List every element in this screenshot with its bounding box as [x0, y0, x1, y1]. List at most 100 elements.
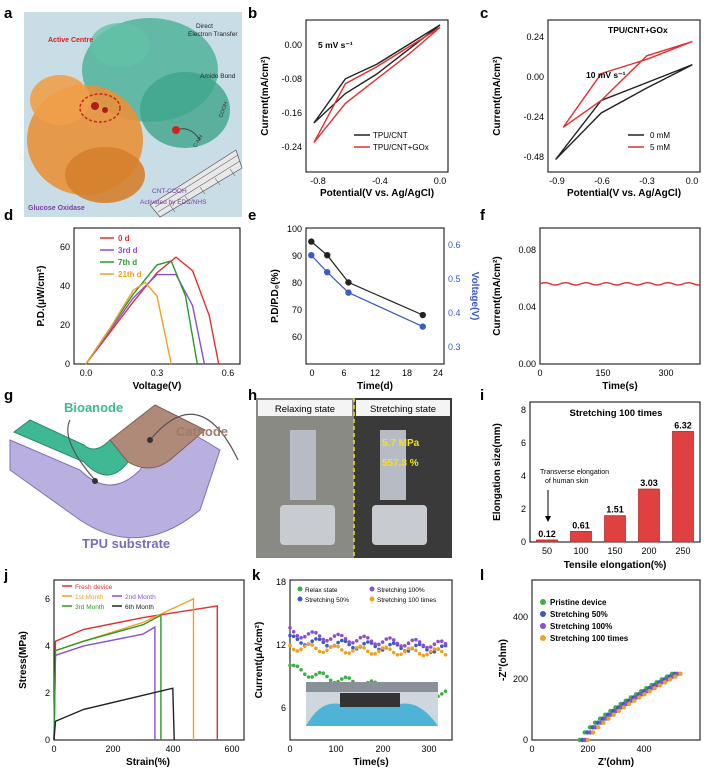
- panel-h: h Relaxing state Stretching state 5.7 MP…: [248, 387, 452, 558]
- x-axis-label-f: Time(s): [602, 381, 637, 392]
- data-point-k-1-6: [306, 675, 311, 679]
- data-point-k-3-33: [406, 641, 411, 645]
- data-point-k-1-9: [317, 670, 322, 675]
- x-tick-k-1: 0: [287, 744, 292, 754]
- data-point-k-2-18: [351, 645, 355, 650]
- data-point-k-4-6: [306, 642, 311, 647]
- data-point-l-4-14: [652, 686, 657, 691]
- tensile-clamp-right: [380, 430, 406, 500]
- data-point-k-2-42: [440, 644, 444, 648]
- label-cathode: Cathode: [176, 424, 228, 439]
- panel-letter-b: b: [248, 5, 257, 22]
- y-tick-d-1: 0: [65, 359, 70, 369]
- panel-letter-j: j: [3, 567, 8, 584]
- inset-gloves: [306, 703, 438, 726]
- y-tick-e-2: 70: [292, 305, 302, 315]
- x-axis-label-b: Potential(V vs. Ag/AgCl): [320, 188, 434, 199]
- data-point-k-2-28: [388, 642, 392, 647]
- bar-value-label-100: 0.61: [572, 520, 590, 530]
- legend-item-d-1: 0 d: [118, 234, 130, 243]
- data-point-k-3-37: [421, 643, 426, 648]
- data-point-l-4-10: [632, 698, 637, 703]
- data-point-e-2-2: [324, 269, 331, 276]
- x-axis-label-l: Z'(ohm): [598, 757, 634, 768]
- plot-frame-c: [547, 19, 701, 173]
- data-point-k-1-3: [295, 664, 300, 669]
- data-point-k-3-21: [362, 634, 366, 639]
- data-point-k-2-16: [343, 639, 348, 644]
- x-tick-e-4: 18: [402, 368, 412, 378]
- data-point-k-1-16: [343, 675, 348, 680]
- label-active-centre: Active Centre: [48, 37, 93, 44]
- plot-frame-j: [53, 579, 245, 741]
- data-point-l-4-17: [667, 677, 673, 682]
- data-point-k-3-15: [340, 633, 344, 638]
- panel-letter-f: f: [480, 207, 486, 224]
- data-point-k-2-22: [366, 640, 370, 644]
- trend-line-e-1: [310, 241, 424, 316]
- legend-item-d-4: 21th d: [118, 270, 142, 279]
- x-tick-j-3: 400: [165, 744, 180, 754]
- y-tick-c-2: 0.00: [526, 72, 544, 82]
- y-axis-label-c: Current(mA/cm²): [492, 56, 503, 135]
- panel-letter-l: l: [480, 567, 484, 584]
- y-tick-i-4: 6: [521, 438, 526, 448]
- data-point-k-4-10: [321, 650, 326, 655]
- x-tick-k-2: 100: [328, 744, 343, 754]
- data-point-k-3-43: [443, 641, 448, 646]
- x-tick-b-2: -0.4: [372, 176, 388, 186]
- legend-item-b-1: TPU/CNT: [373, 131, 408, 140]
- data-point-k-2-9: [317, 637, 322, 642]
- x-tick-b-1: -0.8: [310, 176, 326, 186]
- data-point-l-4-16: [662, 680, 668, 685]
- legend-item-l-2: Stretching 50%: [550, 610, 608, 619]
- data-point-k-4-12: [328, 645, 333, 649]
- data-point-k-3-41: [436, 639, 440, 644]
- legend-l: Pristine device Stretching 50% Stretchin…: [540, 598, 629, 643]
- data-point-k-4-26: [380, 646, 385, 650]
- bar-value-label-50: 0.12: [538, 529, 556, 539]
- x-tick-j-2: 200: [105, 744, 120, 754]
- x-tick-i-4: 200: [641, 546, 656, 556]
- y-tick-k-1: 6: [281, 703, 286, 713]
- data-point-k-2-4: [299, 641, 303, 645]
- y-tick-j-4: 6: [45, 594, 50, 604]
- x-tick-j-1: 0: [51, 744, 56, 754]
- bioanode-wire: [67, 419, 96, 481]
- data-point-k-2-3: [295, 637, 300, 641]
- legend-c: 0 mM 5 mM: [628, 131, 670, 152]
- y-tick-b-1: 0.00: [284, 40, 302, 50]
- data-point-k-1-42: [440, 692, 444, 696]
- data-point-k-3-9: [317, 634, 322, 638]
- data-point-e-1-3: [345, 279, 352, 286]
- data-point-k-3-27: [384, 637, 389, 641]
- x-tick-d-1: 0.0: [80, 368, 93, 378]
- y-tick-d-2: 20: [60, 320, 70, 330]
- cathode-layer: [109, 404, 206, 469]
- data-point-l-4-15: [657, 683, 663, 688]
- data-point-k-3-42: [440, 639, 444, 643]
- data-point-k-2-21: [362, 641, 366, 646]
- bar-200: [638, 488, 660, 543]
- data-point-k-4-35: [414, 648, 418, 653]
- panel-c: c TPU/CNT+GOx 10 mV s⁻¹ 0 mM 5 mM -0.9 -…: [480, 5, 701, 199]
- curve-j-series-2: [53, 597, 195, 741]
- plot-frame-f: [539, 227, 701, 365]
- label-activated: Activated by EDC/NHS: [140, 199, 207, 206]
- inset-device: [340, 693, 400, 707]
- y2-axis-label-e: Voltage(V): [469, 272, 480, 321]
- data-point-l-4-18: [673, 674, 678, 679]
- data-point-l-4-4: [601, 720, 606, 725]
- bar-150: [604, 515, 626, 543]
- data-point-k-4-34: [410, 646, 415, 650]
- data-point-k-2-40: [432, 650, 437, 654]
- legend-item-j-4: 3rd Month: [75, 604, 105, 611]
- bar-100: [570, 531, 592, 543]
- legend-k: Relax state Stretching 100% Stretching 5…: [297, 586, 437, 604]
- data-point-k-3-17: [347, 640, 352, 644]
- data-point-k-3-22: [366, 636, 370, 640]
- data-point-k-3-3: [295, 634, 300, 638]
- y-tick-k-3: 18: [276, 577, 286, 587]
- data-point-k-4-18: [351, 649, 355, 653]
